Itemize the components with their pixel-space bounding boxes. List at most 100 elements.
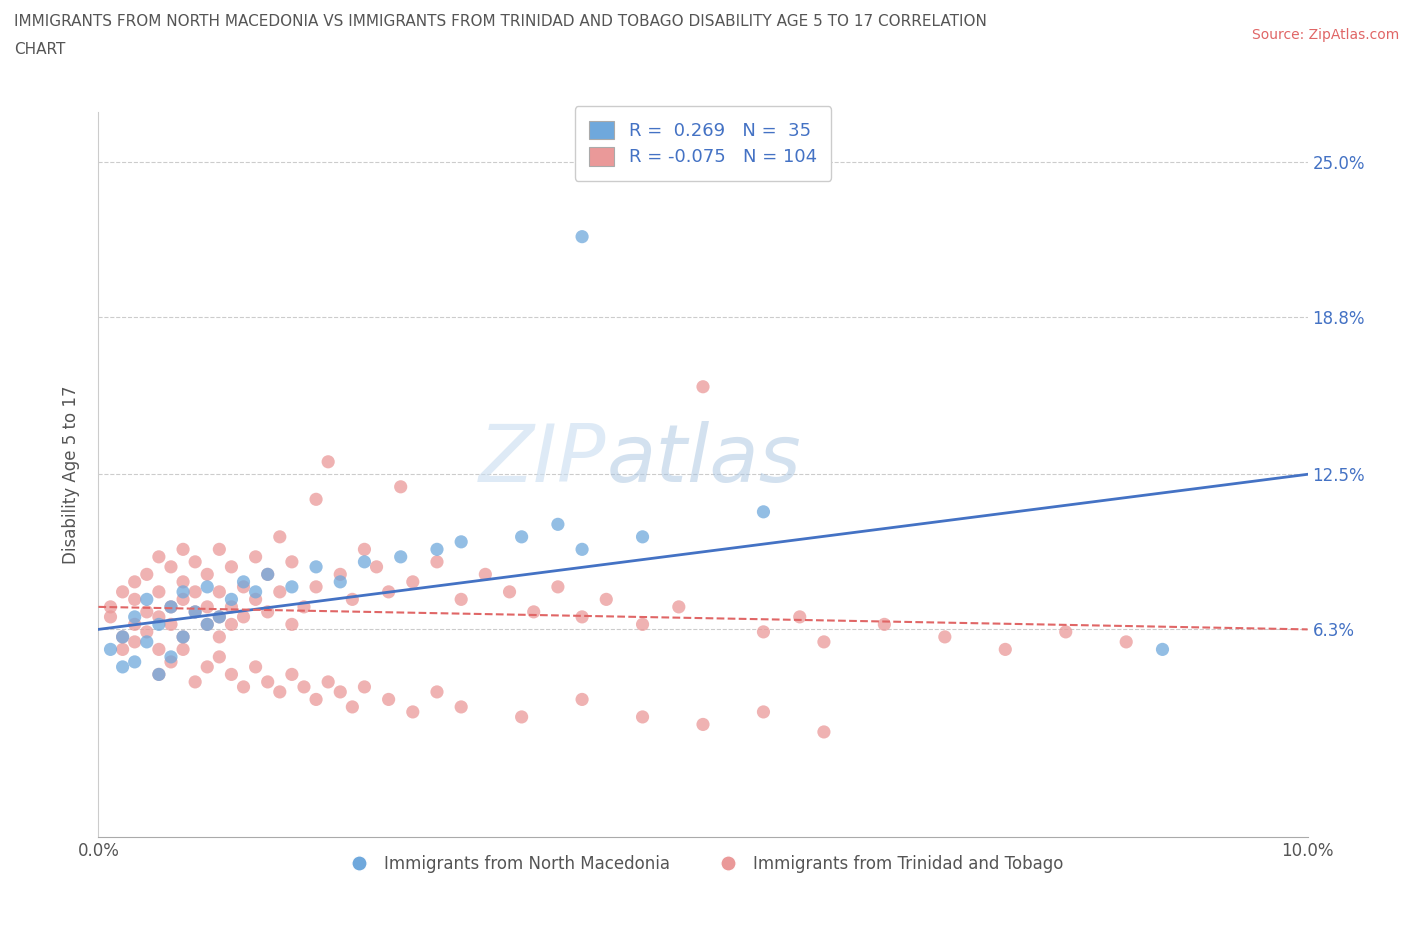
Point (256, 567, 278, 582)
Point (195, 659, 218, 674)
Point (269, 584, 291, 599)
Point (1054, 624, 1077, 639)
Point (450, 535, 472, 550)
Text: ZIP: ZIP (479, 420, 606, 498)
Point (221, 667, 243, 682)
Point (305, 692, 328, 707)
Point (402, 575, 425, 590)
Point (184, 674, 207, 689)
Point (353, 680, 375, 695)
Point (111, 630, 134, 644)
Point (353, 542, 375, 557)
Point (281, 554, 304, 569)
Point (124, 655, 146, 670)
Point (195, 600, 218, 615)
Point (111, 642, 134, 657)
Text: IMMIGRANTS FROM NORTH MACEDONIA VS IMMIGRANTS FROM TRINIDAD AND TOBAGO DISABILIT: IMMIGRANTS FROM NORTH MACEDONIA VS IMMIG… (14, 14, 987, 29)
Point (752, 705, 775, 720)
Point (316, 674, 339, 689)
Point (389, 479, 412, 494)
Point (692, 379, 714, 394)
Point (281, 617, 304, 631)
Point (208, 649, 231, 664)
Point (160, 560, 183, 575)
Text: CHART: CHART (14, 42, 66, 57)
Point (934, 630, 956, 644)
Point (873, 617, 896, 631)
Point (135, 634, 157, 649)
Point (402, 705, 425, 720)
Point (571, 229, 593, 244)
Point (547, 517, 569, 532)
Point (256, 567, 278, 582)
Point (184, 584, 207, 599)
Text: Source: ZipAtlas.com: Source: ZipAtlas.com (1251, 28, 1399, 42)
Point (631, 710, 654, 724)
Point (389, 550, 412, 565)
Point (281, 579, 304, 594)
Point (124, 591, 146, 606)
Point (232, 609, 254, 624)
Point (208, 609, 231, 624)
Point (752, 504, 775, 519)
Point (160, 655, 183, 670)
Point (135, 591, 157, 606)
Point (172, 591, 194, 606)
Point (184, 604, 207, 619)
Point (305, 560, 328, 575)
Point (148, 617, 170, 631)
Text: atlas: atlas (606, 420, 801, 498)
Point (692, 717, 714, 732)
Point (124, 617, 146, 631)
Point (426, 554, 449, 569)
Point (474, 567, 496, 582)
Point (342, 699, 364, 714)
Point (316, 455, 339, 470)
Legend: Immigrants from North Macedonia, Immigrants from Trinidad and Tobago: Immigrants from North Macedonia, Immigra… (336, 848, 1070, 880)
Point (160, 649, 183, 664)
Point (510, 529, 533, 544)
Point (269, 529, 291, 544)
Point (208, 584, 231, 599)
Point (100, 609, 122, 624)
Point (329, 575, 352, 590)
Point (426, 684, 449, 699)
Point (184, 604, 207, 619)
Point (547, 579, 569, 594)
Point (269, 684, 291, 699)
Point (148, 609, 170, 624)
Point (595, 591, 617, 606)
Point (329, 684, 352, 699)
Point (208, 542, 231, 557)
Point (172, 542, 194, 557)
Point (245, 550, 267, 565)
Point (195, 617, 218, 631)
Point (160, 600, 183, 615)
Point (111, 630, 134, 644)
Point (100, 642, 122, 657)
Point (305, 492, 328, 507)
Point (135, 604, 157, 619)
Point (208, 630, 231, 644)
Y-axis label: Disability Age 5 to 17: Disability Age 5 to 17 (62, 385, 80, 564)
Point (1152, 642, 1174, 657)
Point (135, 624, 157, 639)
Point (377, 692, 399, 707)
Point (221, 560, 243, 575)
Point (232, 575, 254, 590)
Point (135, 567, 157, 582)
Point (450, 699, 472, 714)
Point (148, 667, 170, 682)
Point (172, 642, 194, 657)
Point (353, 554, 375, 569)
Point (172, 630, 194, 644)
Point (232, 680, 254, 695)
Point (232, 579, 254, 594)
Point (631, 529, 654, 544)
Point (256, 674, 278, 689)
Point (450, 591, 472, 606)
Point (571, 609, 593, 624)
Point (813, 724, 835, 739)
Point (221, 591, 243, 606)
Point (1115, 634, 1137, 649)
